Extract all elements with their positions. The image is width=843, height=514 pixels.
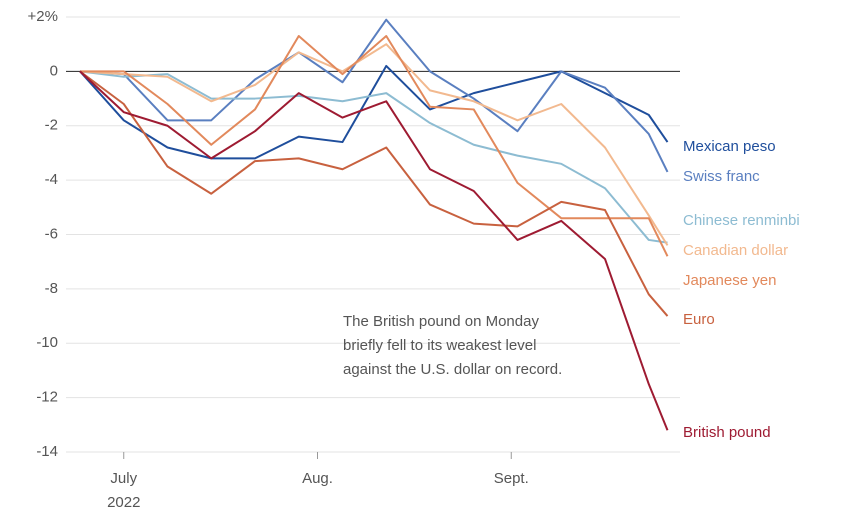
series-line — [79, 18, 669, 173]
x-tick-label: Aug. — [302, 470, 333, 487]
series-label: Euro — [683, 311, 715, 328]
series-label: Swiss franc — [683, 168, 760, 185]
y-tick-label: -2 — [45, 117, 58, 134]
series-label: Japanese yen — [683, 272, 776, 289]
y-tick-label: 0 — [50, 62, 58, 79]
y-tick-label: -14 — [36, 443, 58, 460]
x-tick-label: Sept. — [494, 470, 529, 487]
series-label: British pound — [683, 424, 771, 441]
series-label: Canadian dollar — [683, 242, 788, 259]
y-tick-label: -10 — [36, 334, 58, 351]
y-tick-label: +2% — [28, 8, 58, 25]
y-tick-label: -6 — [45, 225, 58, 242]
x-tick-label: July 2022 — [107, 470, 140, 511]
series-label: Mexican peso — [683, 138, 776, 155]
series-line — [80, 35, 669, 257]
series-line — [79, 70, 669, 317]
y-tick-label: -12 — [36, 389, 58, 406]
series-line — [79, 70, 668, 244]
series-line — [79, 43, 669, 246]
y-tick-label: -8 — [45, 280, 58, 297]
annotation: The British pound on Monday — [343, 313, 539, 330]
annotation: against the U.S. dollar on record. — [343, 361, 562, 378]
annotation: briefly fell to its weakest level — [343, 337, 536, 354]
series-line — [79, 70, 669, 431]
y-tick-label: -4 — [45, 171, 58, 188]
series-label: Chinese renminbi — [683, 212, 800, 229]
series-line — [79, 64, 669, 160]
